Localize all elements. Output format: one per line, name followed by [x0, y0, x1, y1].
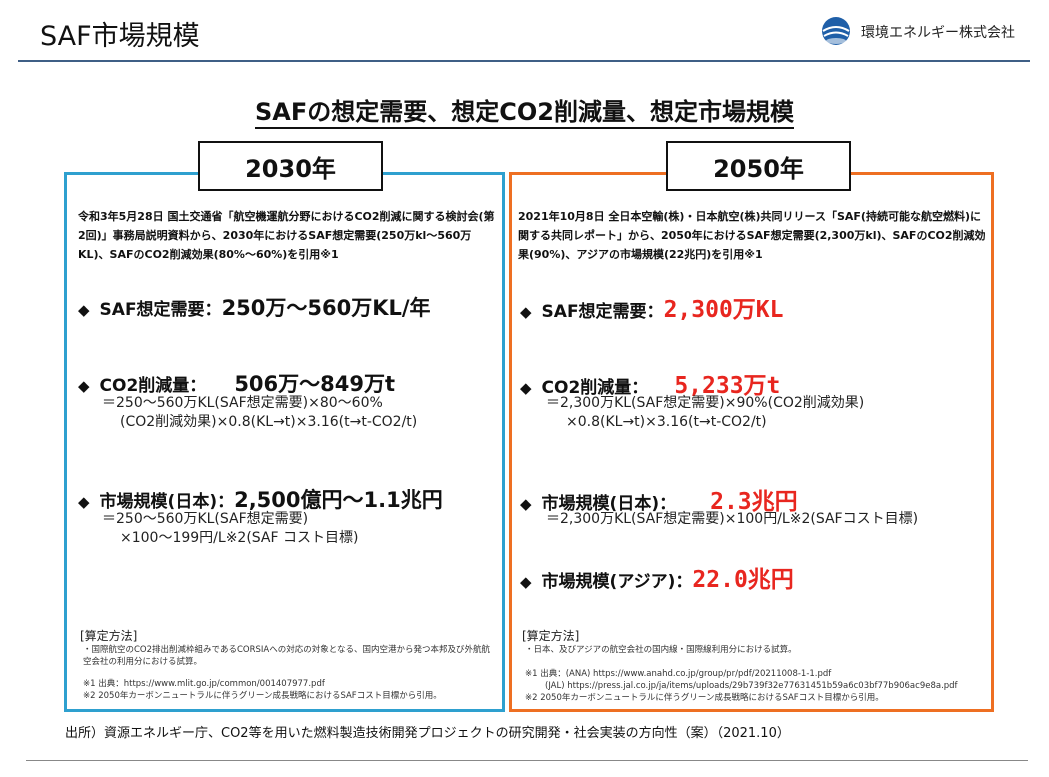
demand-row-2050: ◆ SAF想定需要： 2,300万KL [520, 290, 784, 324]
method-note: ・国際航空のCO2排出削減枠組みであるCORSIAへの対応の対象となる、国内空港… [83, 645, 490, 667]
footnote-1: ※1 出典：https://www.mlit.go.jp/common/0014… [83, 679, 325, 689]
co2-row-2030: ◆ CO2削減量： 506万〜849万t [78, 368, 395, 398]
demand-label: SAF想定需要： [541, 302, 664, 322]
footer-divider [26, 760, 1028, 761]
market-jp-value: 2.3兆円 [710, 489, 798, 515]
market-formula-1: ＝250〜560万KL(SAF想定需要) [102, 511, 309, 527]
diamond-bullet: ◆ [520, 303, 532, 321]
demand-row-2030: ◆ SAF想定需要： 250万〜560万KL/年 [78, 292, 431, 322]
demand-value: 250万〜560万KL/年 [221, 296, 431, 320]
intro-2030: 令和3年5月28日 国土交通省「航空機運航分野におけるCO2削減に関する検討会(… [78, 210, 495, 261]
year-heading-2050: 2050年 [666, 141, 851, 191]
market-jp-formula: ＝2,300万KL(SAF想定需要)×100円/L※2(SAFコスト目標) [546, 511, 919, 527]
co2-formula-2: ×0.8(KL→t)×3.16(t→t-CO2/t) [566, 414, 767, 430]
market-jp-row-2050: ◆ 市場規模(日本)： 2.3兆円 [520, 482, 798, 516]
page-title: SAF市場規模 [40, 21, 200, 52]
footnote-2: ※2 2050年カーボンニュートラルに伴うグリーン成長戦略におけるSAFコスト目… [83, 691, 442, 701]
diamond-bullet: ◆ [78, 493, 90, 511]
market-value: 2,500億円〜1.1兆円 [234, 488, 443, 512]
market-label: 市場規模(日本)： [99, 492, 235, 512]
globe-logo-icon [822, 17, 850, 45]
intro-2050: 2021年10月8日 全日本空輸(株)・日本航空(株)共同リリース「SAF(持続… [518, 210, 986, 261]
diamond-bullet: ◆ [520, 495, 532, 513]
header-divider [18, 60, 1030, 62]
diamond-bullet: ◆ [78, 377, 90, 395]
market-asia-row-2050: ◆ 市場規模(アジア)： 22.0兆円 [520, 560, 794, 594]
demand-label: SAF想定需要： [99, 300, 222, 320]
source-citation: 出所）資源エネルギー庁、CO2等を用いた燃料製造技術開発プロジェクトの研究開発・… [65, 726, 790, 741]
method-title: [算定方法] [80, 629, 138, 643]
market-asia-value: 22.0兆円 [692, 567, 794, 593]
market-formula-2: ×100〜199円/L※2(SAF コスト目標) [120, 530, 359, 546]
co2-value: 506万〜849万t [234, 372, 396, 396]
co2-formula-1: ＝2,300万KL(SAF想定需要)×90%(CO2削減効果) [546, 395, 865, 411]
footnote-2: ※2 2050年カーボンニュートラルに伴うグリーン成長戦略におけるSAFコスト目… [525, 693, 884, 703]
footnote-1b: (JAL) https://press.jal.co.jp/ja/items/u… [545, 681, 958, 691]
diamond-bullet: ◆ [520, 573, 532, 591]
co2-label: CO2削減量： [541, 378, 649, 398]
co2-value: 5,233万t [674, 373, 781, 399]
co2-formula-1: ＝250〜560万KL(SAF想定需要)×80〜60% [102, 395, 383, 411]
co2-row-2050: ◆ CO2削減量： 5,233万t [520, 366, 780, 400]
company-name: 環境エネルギー株式会社 [861, 25, 1015, 41]
footnote-1a: ※1 出典：(ANA) https://www.anahd.co.jp/grou… [525, 669, 832, 679]
method-note: ・日本、及びアジアの航空会社の国内線・国際線利用分における試算。 [525, 645, 797, 655]
year-heading-2030: 2030年 [198, 141, 383, 191]
demand-value: 2,300万KL [663, 297, 784, 323]
diamond-bullet: ◆ [520, 379, 532, 397]
co2-label: CO2削減量： [99, 376, 207, 396]
main-heading: SAFの想定需要、想定CO2削減量、想定市場規模 [0, 92, 1049, 129]
market-row-2030: ◆ 市場規模(日本)： 2,500億円〜1.1兆円 [78, 484, 443, 514]
diamond-bullet: ◆ [78, 301, 90, 319]
market-asia-label: 市場規模(アジア)： [541, 572, 693, 592]
co2-formula-2: (CO2削減効果)×0.8(KL→t)×3.16(t→t-CO2/t) [120, 414, 418, 430]
market-jp-label: 市場規模(日本)： [541, 494, 677, 514]
method-title: [算定方法] [522, 629, 580, 643]
